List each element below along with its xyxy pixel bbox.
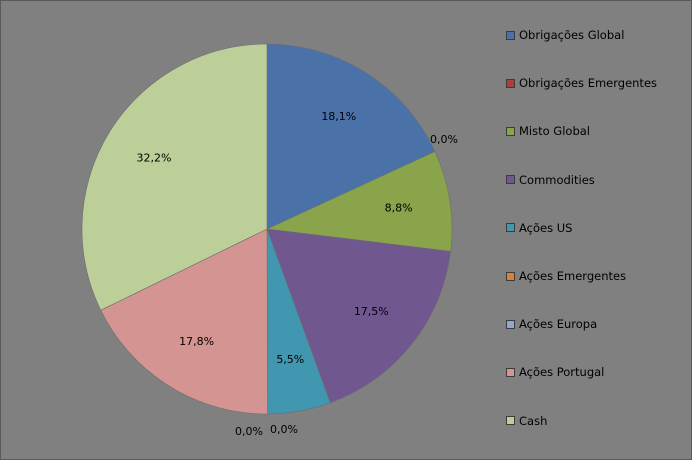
legend-item: Ações Portugal xyxy=(506,362,686,382)
legend-swatch xyxy=(506,78,515,88)
legend-swatch xyxy=(506,30,515,40)
legend-item: Misto Global xyxy=(506,121,686,141)
legend-item: Cash xyxy=(506,411,686,431)
legend-swatch xyxy=(506,175,515,185)
legend-item: Obrigações Global xyxy=(506,25,686,45)
data-label: 0,0% xyxy=(430,133,458,146)
pie-slice xyxy=(81,43,268,311)
pie-slice xyxy=(265,151,453,252)
pie-slice xyxy=(100,228,268,415)
legend-item: Ações Emergentes xyxy=(506,266,686,286)
legend-swatch xyxy=(506,416,515,426)
legend-swatch xyxy=(506,367,515,377)
data-label: 17,8% xyxy=(179,335,214,348)
legend-item: Commodities xyxy=(506,170,686,190)
legend-item: Ações Europa xyxy=(506,314,686,334)
data-label: 17,5% xyxy=(354,305,389,318)
legend-swatch xyxy=(506,319,515,329)
legend-label: Misto Global xyxy=(519,124,590,139)
legend-label: Obrigações Global xyxy=(519,28,625,42)
legend-label: Obrigações Emergentes xyxy=(519,76,658,91)
data-label: 18,1% xyxy=(321,110,356,123)
data-label: 32,2% xyxy=(137,152,172,165)
legend-item: Obrigações Emergentes xyxy=(506,73,686,93)
pie-chart: 18,1% 0,0% 8,8% 17,5% 5,5% 0,0% 0,0% 17,8% 32,2% xyxy=(81,43,458,438)
data-label: 5,5% xyxy=(276,353,304,366)
legend-label: Cash xyxy=(519,413,548,428)
legend-item: Ações US xyxy=(506,218,686,238)
data-label: 0,0% xyxy=(235,425,263,438)
legend-label: Ações Portugal xyxy=(519,365,605,380)
legend-label: Ações Europa xyxy=(519,317,598,332)
legend-swatch xyxy=(506,271,515,281)
data-label: 0,0% xyxy=(270,423,298,436)
legend-swatch xyxy=(506,223,515,233)
legend-swatch xyxy=(506,126,515,136)
legend-label: Ações Emergentes xyxy=(519,269,627,283)
legend-label: Commodities xyxy=(519,172,595,187)
pie-slice xyxy=(266,43,436,230)
legend-label: Ações US xyxy=(519,220,573,235)
pie-slice xyxy=(266,228,451,404)
data-label: 8,8% xyxy=(385,201,413,214)
